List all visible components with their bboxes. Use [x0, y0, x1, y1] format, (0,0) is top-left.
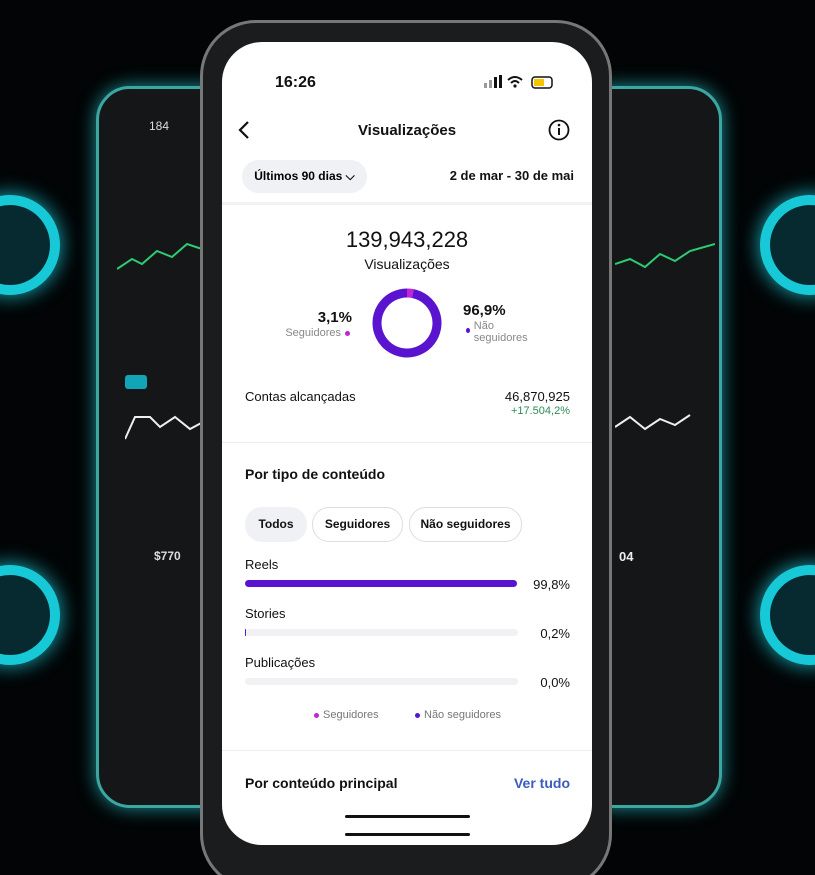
legend-label: Não seguidores [424, 709, 502, 721]
legend-item: Seguidores [310, 709, 379, 721]
legend-dot [466, 328, 470, 333]
bg-sparkline [615, 243, 715, 269]
row-value: 0,2% [540, 626, 570, 641]
legend-label: Seguidores [323, 709, 379, 721]
bg-sparkline [117, 240, 217, 270]
section-title: Por tipo de conteúdo [245, 466, 385, 482]
home-indicator [345, 833, 470, 836]
non-followers-label: Não seguidores [462, 320, 532, 344]
decor-ring [0, 195, 60, 295]
bar-track [245, 629, 518, 636]
legend-label: Seguidores [285, 327, 341, 339]
legend-item: Não seguidores [411, 709, 501, 721]
reach-value: 46,870,925 [504, 389, 570, 404]
reach-change: +17.504,2% [510, 405, 570, 417]
info-button[interactable] [548, 119, 570, 141]
bg-text: 184 [149, 119, 170, 133]
row-value: 99,8% [533, 577, 570, 592]
row-label: Stories [245, 606, 286, 621]
bg-text: 04 [619, 549, 634, 564]
donut-segment [372, 288, 442, 358]
tab[interactable]: Seguidores [312, 507, 403, 542]
back-button[interactable] [236, 120, 252, 140]
divider [222, 442, 592, 443]
donut-segment [406, 288, 414, 299]
followers-value: 3,1% [317, 309, 352, 326]
total-value: 139,943,228 [345, 227, 469, 252]
status-time: 16:26 [275, 74, 316, 91]
non-followers-value: 96,9% [463, 302, 506, 319]
bg-line [125, 415, 206, 440]
status-icons [484, 75, 553, 89]
total-label: Visualizações [364, 256, 450, 272]
decor-ring [0, 565, 60, 665]
period-dropdown[interactable]: Últimos 90 dias ⌵ [242, 160, 367, 193]
header-title: Visualizações [357, 122, 457, 139]
bar [245, 580, 518, 587]
legend-label: Não seguidores [473, 320, 528, 344]
home-indicator [345, 815, 470, 818]
row-label: Reels [245, 557, 279, 572]
reach-label: Contas alcançadas [245, 389, 356, 404]
decor-ring [760, 565, 815, 665]
bg-line [615, 414, 691, 431]
period-label: Últimos 90 dias [254, 169, 343, 183]
legend-dot [314, 712, 319, 718]
divider [222, 750, 592, 751]
legend-dot [415, 712, 420, 718]
bg-text: $770 [154, 549, 181, 563]
bar-track [245, 678, 518, 685]
section-title: Por conteúdo principal [245, 775, 398, 791]
tab[interactable]: Todos [245, 507, 307, 542]
decor-ring [760, 195, 815, 295]
bar [245, 629, 246, 636]
date-range: 2 de mar - 30 de mai [449, 168, 574, 183]
bg-chip [125, 375, 147, 389]
row-label: Publicações [245, 655, 316, 670]
row-value: 0,0% [540, 675, 570, 690]
divider [222, 202, 592, 205]
audience-donut [372, 288, 442, 358]
legend-dot [345, 330, 350, 336]
tab[interactable]: Não seguidores [409, 507, 522, 542]
followers-label: Seguidores [285, 327, 354, 339]
see-all-link[interactable]: Ver tudo [513, 775, 570, 791]
